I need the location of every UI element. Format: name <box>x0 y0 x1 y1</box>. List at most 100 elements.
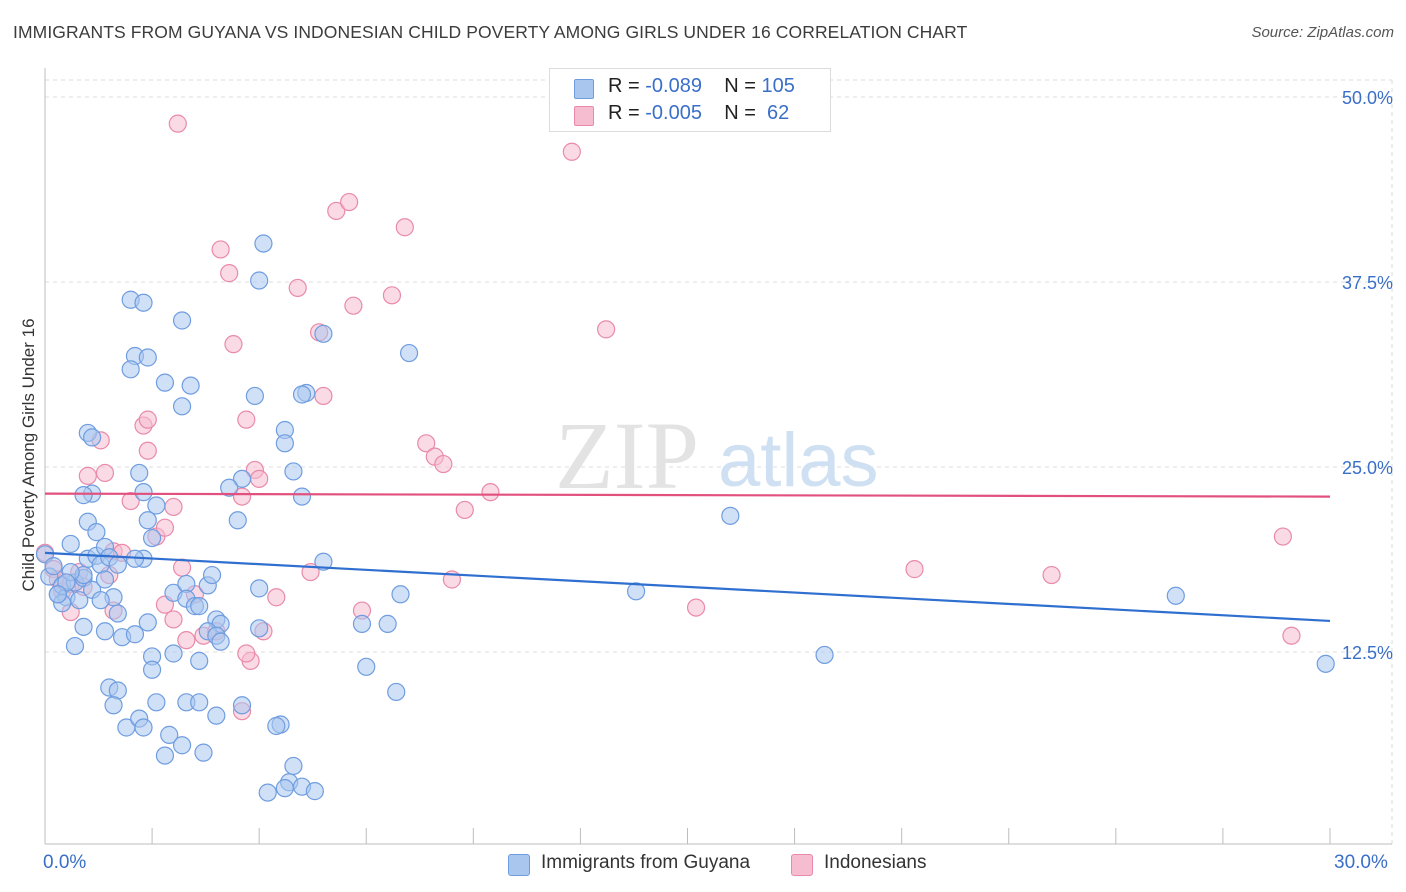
point-guyana <box>138 511 157 530</box>
y-tick-label: 37.5% <box>1342 273 1393 293</box>
point-indonesians <box>562 142 581 161</box>
point-guyana <box>245 386 264 406</box>
point-guyana <box>232 469 252 488</box>
point-indonesians <box>250 469 269 488</box>
watermark-atlas: atlas <box>718 418 879 503</box>
point-guyana <box>250 271 269 290</box>
point-guyana <box>181 376 200 395</box>
n-value: 105 <box>761 75 795 97</box>
point-guyana <box>87 523 106 542</box>
point-guyana <box>314 324 333 343</box>
point-indonesians <box>905 560 924 579</box>
x-tick-label-max: 30.0% <box>1334 852 1388 873</box>
point-indonesians <box>211 240 230 259</box>
point-guyana <box>387 682 406 702</box>
series-legend: Immigrants from Guyana Indonesians <box>0 852 1406 878</box>
point-guyana <box>314 552 333 571</box>
point-indonesians <box>177 631 196 650</box>
trend-line-guyana <box>44 551 1331 623</box>
point-indonesians <box>344 296 363 315</box>
point-guyana <box>194 743 213 762</box>
point-indonesians <box>220 264 239 283</box>
n-label: N = <box>724 102 762 124</box>
point-guyana <box>352 614 372 633</box>
point-indonesians <box>224 335 243 354</box>
r-label: R = <box>608 102 646 124</box>
y-tick-label: 12.5% <box>1342 643 1393 663</box>
point-guyana <box>91 591 110 610</box>
point-guyana <box>258 783 277 802</box>
point-guyana <box>155 373 175 392</box>
point-guyana <box>134 293 153 312</box>
point-guyana <box>190 651 209 670</box>
r-value: -0.089 <box>645 75 702 97</box>
x-tick-label-min: 0.0% <box>43 852 87 873</box>
trend-line-indonesians <box>44 492 1331 498</box>
point-guyana <box>125 625 145 644</box>
point-guyana <box>220 478 239 497</box>
point-guyana <box>250 579 269 598</box>
point-guyana <box>190 693 209 712</box>
point-guyana <box>108 604 127 623</box>
point-guyana <box>155 746 175 765</box>
axis-layer <box>44 68 1392 845</box>
point-indonesians <box>327 201 346 221</box>
point-indonesians <box>1042 565 1061 585</box>
y-axis-label: Child Poverty Among Girls Under 16 <box>19 318 38 592</box>
point-guyana <box>207 706 226 725</box>
point-guyana <box>190 597 209 616</box>
point-guyana <box>172 397 192 416</box>
point-indonesians <box>164 610 183 629</box>
point-guyana <box>1316 654 1335 673</box>
point-indonesians <box>138 410 157 429</box>
point-guyana <box>138 613 157 632</box>
point-guyana <box>95 622 115 641</box>
point-guyana <box>357 657 376 676</box>
point-indonesians <box>95 463 115 483</box>
point-indonesians <box>417 434 436 453</box>
point-guyana <box>292 385 312 404</box>
point-indonesians <box>597 320 616 339</box>
point-guyana <box>1166 586 1185 605</box>
chart-title: IMMIGRANTS FROM GUYANA VS INDONESIAN CHI… <box>13 22 968 42</box>
y-tick-labels: 12.5% 25.0% 37.5% 50.0% <box>1342 88 1393 663</box>
point-guyana <box>275 434 294 453</box>
point-guyana <box>267 716 286 736</box>
point-guyana <box>399 343 419 363</box>
legend-label-indonesians: Indonesians <box>824 852 927 873</box>
point-guyana <box>160 725 179 744</box>
point-guyana <box>172 311 192 330</box>
series-guyana <box>35 234 1335 802</box>
legend-swatch-guyana <box>508 854 530 876</box>
point-guyana <box>147 693 166 712</box>
point-guyana <box>130 463 149 483</box>
point-guyana <box>74 617 93 636</box>
point-guyana <box>142 660 162 679</box>
watermark: ZIP atlas <box>555 402 879 509</box>
point-indonesians <box>237 410 256 429</box>
point-indonesians <box>686 598 706 617</box>
point-guyana <box>626 582 646 601</box>
point-indonesians <box>481 483 500 502</box>
point-guyana <box>275 779 294 798</box>
legend-swatch-indonesians <box>791 854 813 876</box>
point-guyana <box>378 614 397 633</box>
point-guyana <box>172 736 192 755</box>
r-label: R = <box>608 75 646 97</box>
point-guyana <box>250 619 269 638</box>
trend-lines <box>44 492 1331 623</box>
point-guyana <box>74 486 93 505</box>
point-guyana <box>104 696 123 715</box>
point-guyana <box>121 360 140 379</box>
point-guyana <box>254 234 273 253</box>
point-guyana <box>721 506 740 525</box>
point-indonesians <box>314 386 333 406</box>
point-guyana <box>284 462 303 481</box>
point-indonesians <box>155 518 175 537</box>
point-indonesians <box>237 644 256 663</box>
point-guyana <box>134 718 153 737</box>
point-indonesians <box>232 487 252 506</box>
point-guyana <box>134 483 153 502</box>
point-guyana <box>61 534 80 554</box>
